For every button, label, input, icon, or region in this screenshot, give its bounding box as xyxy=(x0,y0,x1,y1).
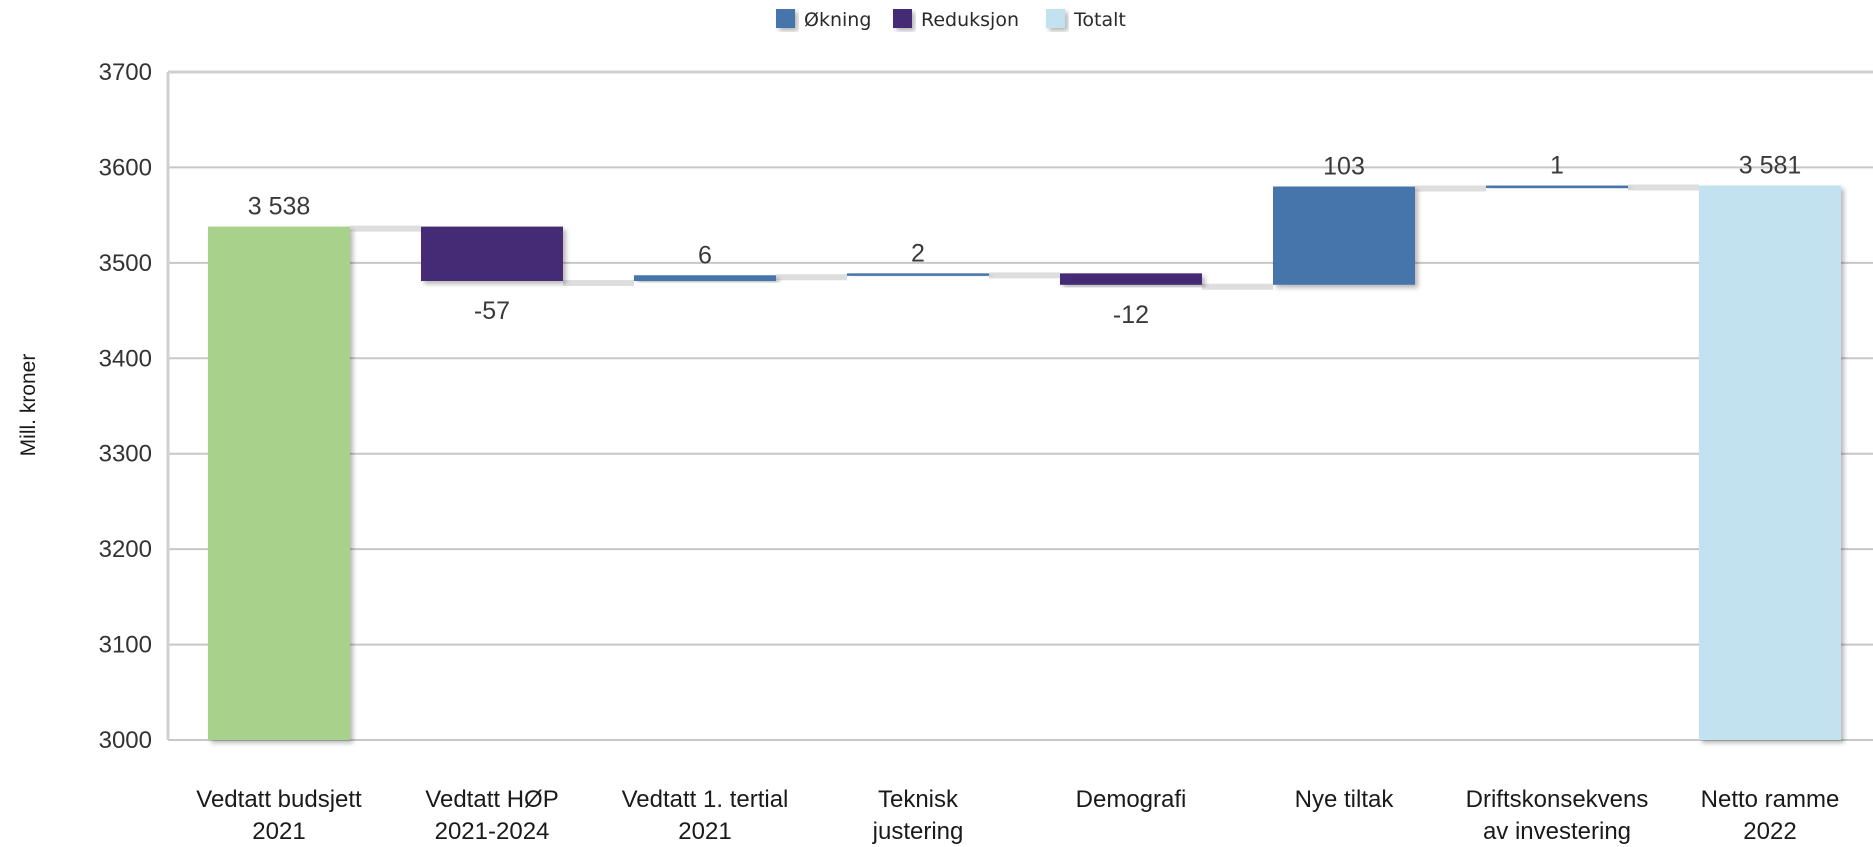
x-category-label: Demografi xyxy=(1076,786,1187,813)
bars xyxy=(208,185,1841,740)
data-label: -57 xyxy=(474,297,510,325)
legend-entry-label: Reduksjon xyxy=(921,9,1019,31)
bar-increase xyxy=(634,275,776,281)
chart-legend: Økning Reduksjon Totalt xyxy=(776,9,1126,31)
data-label: 3 581 xyxy=(1739,152,1802,180)
bar-increase xyxy=(1273,186,1415,285)
bar-decrease xyxy=(1060,273,1202,285)
x-category-label: Vedtatt HØP 2021-2024 xyxy=(425,786,558,845)
y-tick-label: 3500 xyxy=(99,250,152,277)
y-axis-title-group: Mill. kroner xyxy=(17,354,40,457)
x-category-label: Vedtatt budsjett 2021 xyxy=(196,786,362,845)
bar-increase xyxy=(1486,185,1628,189)
x-category-label: Vedtatt 1. tertial 2021 xyxy=(622,786,789,845)
data-label: 6 xyxy=(698,241,712,269)
legend-entry-label: Totalt xyxy=(1073,9,1126,31)
y-tick-label: 3700 xyxy=(99,59,152,86)
data-label: 2 xyxy=(911,239,925,267)
gridlines xyxy=(168,71,1873,741)
plot-area xyxy=(166,70,1873,740)
bar-total xyxy=(1699,185,1841,740)
y-tick-label: 3200 xyxy=(99,536,152,563)
x-category-label: Nye tiltak xyxy=(1295,786,1395,813)
y-tick-label: 3000 xyxy=(99,727,152,754)
x-category-label: Teknisk justering xyxy=(872,786,964,845)
y-tick-label: 3300 xyxy=(99,441,152,468)
legend-swatch xyxy=(1046,9,1065,28)
data-label: 103 xyxy=(1323,153,1365,181)
y-tick-label: 3400 xyxy=(99,345,152,372)
bar-decrease xyxy=(421,226,563,281)
bar-increase xyxy=(847,273,989,276)
bar-start xyxy=(208,226,350,740)
data-label: 3 538 xyxy=(248,193,311,221)
data-labels: 3 538 -57 6 2 -12 103 1 3 581 xyxy=(248,152,1802,329)
category-labels: Vedtatt budsjett 2021 Vedtatt HØP 2021-2024… xyxy=(196,786,1839,845)
y-tick-label: 3100 xyxy=(99,632,152,659)
y-axis-title: Mill. kroner xyxy=(17,354,40,457)
legend-entry-label: Økning xyxy=(804,9,871,31)
y-tick-label: 3600 xyxy=(99,154,152,181)
x-category-label: Netto ramme 2022 xyxy=(1701,786,1840,845)
y-axis-ticks: 3000 3100 3200 3300 3400 3500 3600 3700 xyxy=(99,59,152,754)
legend-swatch xyxy=(776,9,795,28)
x-category-label: Driftskonsekvens av investering xyxy=(1466,786,1649,845)
legend-swatch xyxy=(893,9,912,28)
connector-lines xyxy=(350,184,1699,290)
data-label: -12 xyxy=(1113,301,1149,329)
data-label: 1 xyxy=(1550,152,1564,180)
